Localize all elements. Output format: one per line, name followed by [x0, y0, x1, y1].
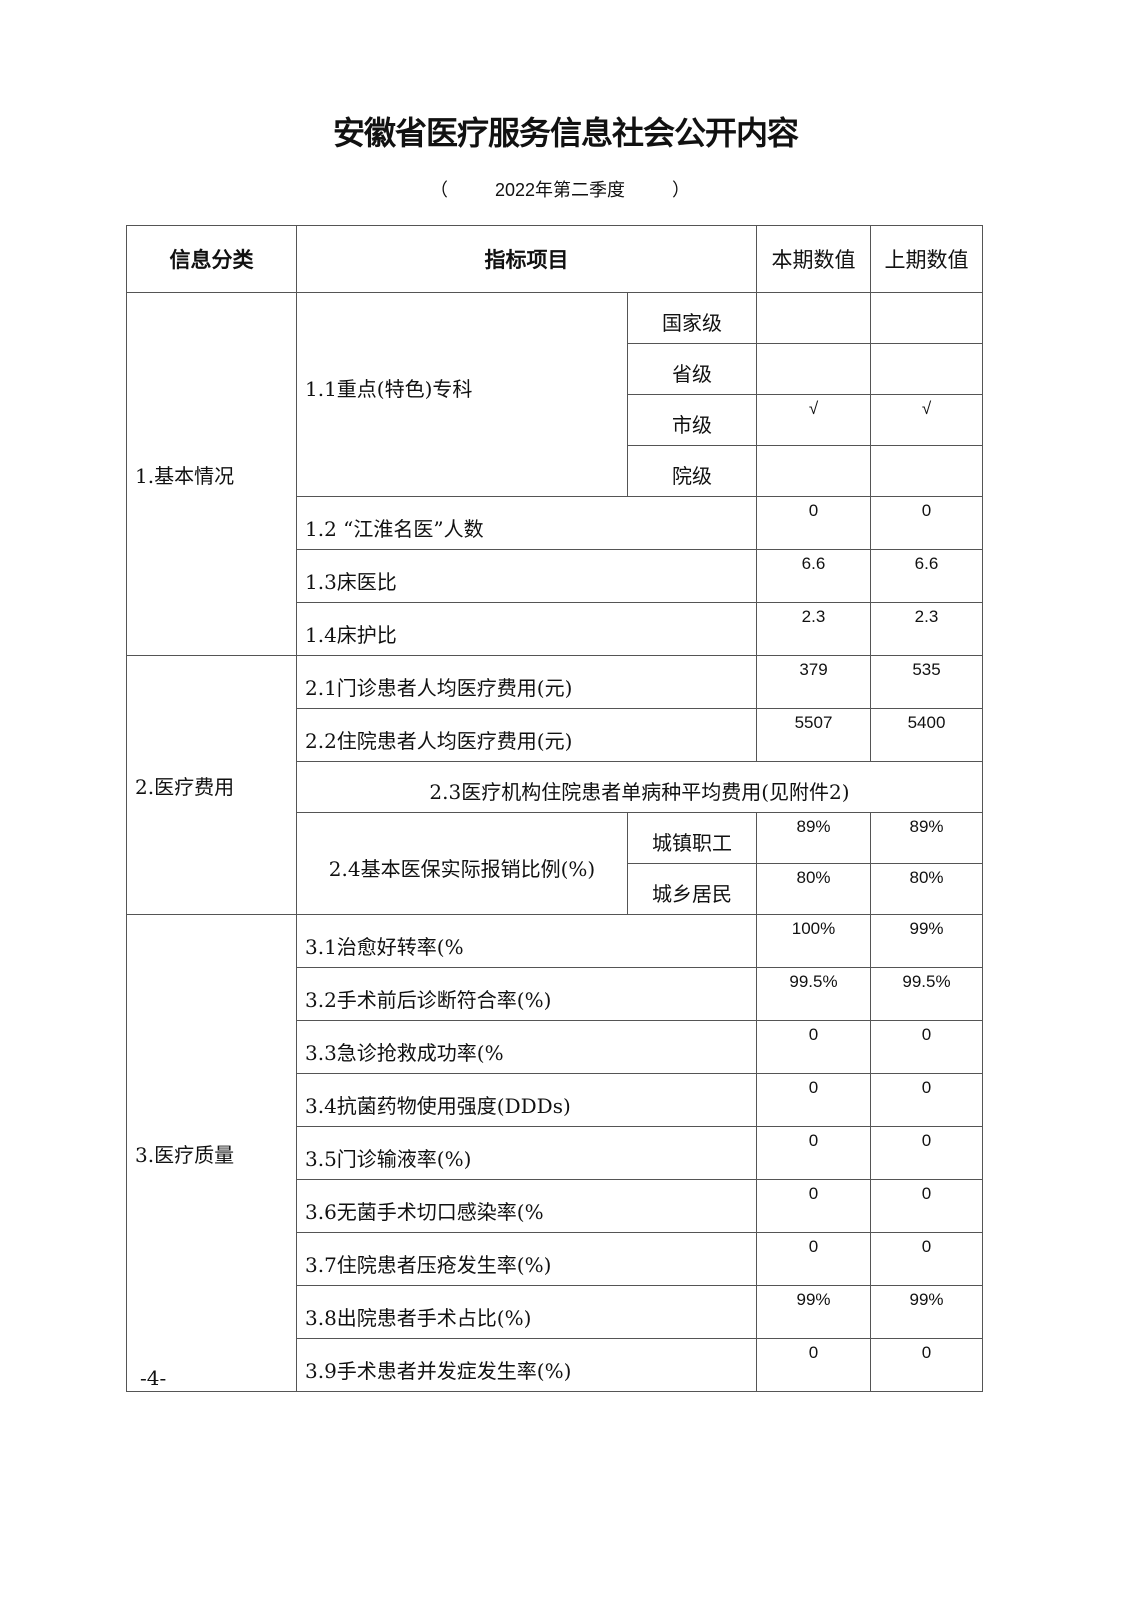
item-label: 1.3床医比	[296, 549, 757, 603]
page-number: -4-	[140, 1366, 167, 1390]
table-row: 2.2住院患者人均医疗费用(元) 5507 5400	[127, 708, 983, 762]
category-cell: 1.基本情况	[126, 292, 297, 656]
header-row: 信息分类 指标项目 本期数值 上期数值	[126, 225, 983, 293]
table-row: 2.医疗费用 2.1门诊患者人均医疗费用(元) 379 535	[126, 655, 983, 915]
table-row: 1.3床医比 6.6 6.6	[127, 549, 983, 603]
header-item: 指标项目	[296, 225, 757, 293]
header-current: 本期数值	[756, 225, 871, 293]
current-value: 99.5%	[756, 967, 871, 1021]
table-row: 3.7住院患者压疮发生率(%) 0 0	[127, 1232, 983, 1286]
table-row: 3.5门诊输液率(%) 0 0	[127, 1126, 983, 1180]
sub-item-label: 城镇职工	[627, 812, 757, 864]
subtitle-close: ）	[671, 180, 690, 200]
table-row: 2.4基本医保实际报销比例(%) 城镇职工 89% 89%	[127, 812, 983, 915]
current-value: 99%	[756, 1285, 871, 1339]
document-title: 安徽省医疗服务信息社会公开内容	[332, 114, 799, 152]
previous-value: 0	[870, 1073, 983, 1127]
category-cell: 2.医疗费用	[126, 655, 297, 915]
table-row: 市级 √ √	[127, 394, 983, 446]
current-value: 0	[756, 1020, 871, 1074]
previous-value	[870, 292, 983, 344]
current-value: √	[756, 394, 871, 446]
item-label: 1.2 “江淮名医”人数	[296, 496, 757, 550]
current-value: 100%	[756, 914, 871, 968]
previous-value: 0	[870, 496, 983, 550]
item-label: 2.1门诊患者人均医疗费用(元)	[296, 655, 757, 709]
table-row: 3.8出院患者手术占比(%) 99% 99%	[127, 1285, 983, 1339]
table-row: 2.3医疗机构住院患者单病种平均费用(见附件2)	[127, 761, 983, 813]
table-row: 1.4床护比 2.3 2.3	[127, 602, 983, 656]
item-label: 3.4抗菌药物使用强度(DDDs)	[296, 1073, 757, 1127]
item-label: 3.8出院患者手术占比(%)	[296, 1285, 757, 1339]
previous-value: √	[870, 394, 983, 446]
previous-value: 99.5%	[870, 967, 983, 1021]
table-row: 城乡居民 80% 80%	[127, 863, 983, 915]
item-label: 3.5门诊输液率(%)	[296, 1126, 757, 1180]
previous-value: 2.3	[870, 602, 983, 656]
current-value: 89%	[756, 812, 871, 864]
sub-item-label: 国家级	[627, 292, 757, 344]
previous-value: 0	[870, 1179, 983, 1233]
current-value: 0	[756, 1338, 871, 1392]
previous-value: 80%	[870, 863, 983, 915]
item-label: 2.2住院患者人均医疗费用(元)	[296, 708, 757, 762]
current-value	[756, 445, 871, 497]
subtitle-open: （	[430, 180, 448, 200]
item-label: 1.4床护比	[296, 602, 757, 656]
previous-value	[870, 445, 983, 497]
current-value: 5507	[756, 708, 871, 762]
current-value: 0	[756, 1073, 871, 1127]
current-value: 0	[756, 1126, 871, 1180]
previous-value	[870, 343, 983, 395]
current-value: 0	[756, 1232, 871, 1286]
table-row: 3.3急诊抢救成功率(% 0 0	[127, 1020, 983, 1074]
previous-value: 0	[870, 1338, 983, 1392]
current-value: 0	[756, 496, 871, 550]
sub-item-label: 院级	[627, 445, 757, 497]
previous-value: 99%	[870, 1285, 983, 1339]
item-label: 3.6无菌手术切口感染率(%	[296, 1179, 757, 1233]
document-subtitle: （ 2022年第二季度 ）	[430, 176, 690, 202]
current-value	[756, 343, 871, 395]
current-value	[756, 292, 871, 344]
current-value: 0	[756, 1179, 871, 1233]
item-label: 1.1重点(特色)专科	[296, 292, 628, 497]
item-note: 2.3医疗机构住院患者单病种平均费用(见附件2)	[296, 761, 983, 813]
table-row: 1.基本情况 1.1重点(特色)专科 国家级	[126, 292, 983, 656]
previous-value: 99%	[870, 914, 983, 968]
table-row: 3.医疗质量 3.1治愈好转率(% 100% 99%	[126, 914, 983, 1392]
item-label: 2.4基本医保实际报销比例(%)	[296, 812, 628, 915]
previous-value: 0	[870, 1020, 983, 1074]
header-category: 信息分类	[126, 225, 297, 293]
current-value: 6.6	[756, 549, 871, 603]
previous-value: 0	[870, 1126, 983, 1180]
sub-item-label: 省级	[627, 343, 757, 395]
subtitle-period: 2022年第二季度	[494, 180, 626, 200]
current-value: 80%	[756, 863, 871, 915]
previous-value: 5400	[870, 708, 983, 762]
table-row: 3.9手术患者并发症发生率(%) 0 0	[127, 1338, 983, 1392]
item-label: 3.3急诊抢救成功率(%	[296, 1020, 757, 1074]
item-label: 3.1治愈好转率(%	[296, 914, 757, 968]
item-label: 3.9手术患者并发症发生率(%)	[296, 1338, 757, 1392]
item-label: 3.7住院患者压疮发生率(%)	[296, 1232, 757, 1286]
sub-item-label: 市级	[627, 394, 757, 446]
previous-value: 0	[870, 1232, 983, 1286]
item-label: 3.2手术前后诊断符合率(%)	[296, 967, 757, 1021]
info-table: 信息分类 指标项目 本期数值 上期数值 1.基本情况 1.1重点(特色)专科 国…	[126, 225, 983, 1392]
header-previous: 上期数值	[870, 225, 983, 293]
current-value: 379	[756, 655, 871, 709]
category-cell: 3.医疗质量	[126, 914, 297, 1392]
previous-value: 535	[870, 655, 983, 709]
current-value: 2.3	[756, 602, 871, 656]
previous-value: 6.6	[870, 549, 983, 603]
sub-item-label: 城乡居民	[627, 863, 757, 915]
previous-value: 89%	[870, 812, 983, 864]
